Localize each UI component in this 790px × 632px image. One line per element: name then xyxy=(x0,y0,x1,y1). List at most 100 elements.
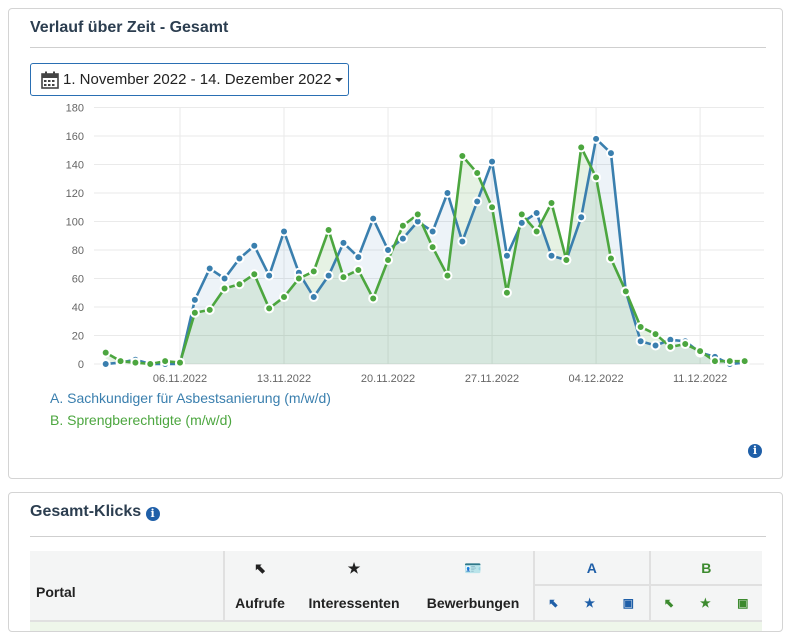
panel-title: Verlauf über Zeit - Gesamt xyxy=(30,19,229,36)
data-point xyxy=(516,217,527,228)
data-point xyxy=(249,269,260,280)
data-point xyxy=(665,341,676,352)
data-point xyxy=(501,287,512,298)
panel-title: Gesamt-Klicks i xyxy=(30,503,160,521)
data-point xyxy=(368,213,379,224)
data-point xyxy=(189,294,200,305)
data-point xyxy=(561,254,572,265)
y-tick-label: 80 xyxy=(72,245,84,257)
y-tick-label: 0 xyxy=(78,359,84,371)
y-tick-label: 40 xyxy=(72,302,84,314)
x-tick-label: 04.12.2022 xyxy=(569,373,624,385)
data-point xyxy=(219,273,230,284)
data-point xyxy=(368,293,379,304)
star-icon: ★ xyxy=(347,559,361,576)
date-range-label: 1. November 2022 - 14. Dezember 2022 xyxy=(63,71,332,88)
data-point xyxy=(279,226,290,237)
data-point xyxy=(219,283,230,294)
data-point xyxy=(576,212,587,223)
data-point xyxy=(279,292,290,303)
data-point xyxy=(591,172,602,183)
legend-item-a[interactable]: A. Sachkundiger für Asbestsanierung (m/w… xyxy=(50,390,331,406)
data-point xyxy=(427,226,438,237)
info-circle-icon[interactable]: i xyxy=(145,507,160,521)
data-point xyxy=(472,168,483,179)
data-point xyxy=(175,357,185,368)
data-point xyxy=(293,273,304,284)
group-header-a: A xyxy=(533,551,650,586)
b-star-icon[interactable]: ★ xyxy=(687,585,724,622)
a-id-card-icon[interactable]: ▣ xyxy=(607,585,650,622)
data-point xyxy=(383,254,394,265)
b-id-card-icon[interactable]: ▣ xyxy=(723,585,762,622)
data-point xyxy=(145,359,156,369)
data-point xyxy=(457,236,468,247)
a-cursor-icon[interactable]: ⬉ xyxy=(532,585,572,622)
data-point xyxy=(100,359,111,369)
data-point xyxy=(442,188,453,198)
data-point xyxy=(100,347,111,358)
y-tick-label: 120 xyxy=(66,188,84,200)
data-point xyxy=(724,356,735,367)
data-point xyxy=(397,233,408,244)
date-range-picker[interactable]: 1. November 2022 - 14. Dezember 2022 xyxy=(30,63,349,96)
data-point xyxy=(487,202,498,213)
data-point xyxy=(739,356,750,367)
column-header-interessenten[interactable]: Interessenten xyxy=(295,585,413,622)
data-point xyxy=(130,357,141,368)
data-point xyxy=(323,225,334,236)
column-header-aufrufe[interactable]: Aufrufe xyxy=(223,585,295,622)
table-row xyxy=(30,621,762,631)
b-cursor-icon[interactable]: ⬉ xyxy=(648,585,688,622)
data-point xyxy=(264,303,275,314)
data-point xyxy=(204,263,215,274)
y-tick-label: 180 xyxy=(66,103,84,115)
data-point xyxy=(531,226,542,237)
data-point xyxy=(353,252,364,263)
id-card-icon: 🪪 xyxy=(464,559,482,576)
data-point xyxy=(234,279,245,290)
data-point xyxy=(605,253,616,264)
data-point xyxy=(487,156,498,167)
data-point xyxy=(620,286,631,297)
column-header-portal[interactable]: Portal xyxy=(30,551,224,622)
data-point xyxy=(472,196,483,207)
data-point xyxy=(383,245,394,255)
data-point xyxy=(234,253,245,264)
y-tick-label: 60 xyxy=(72,274,84,286)
data-point xyxy=(427,242,438,253)
data-point xyxy=(115,356,126,367)
data-point xyxy=(204,304,215,315)
x-tick-label: 06.11.2022 xyxy=(153,373,207,385)
y-tick-label: 160 xyxy=(66,131,84,143)
data-point xyxy=(635,336,646,347)
caret-down-icon xyxy=(335,77,344,82)
x-tick-label: 13.11.2022 xyxy=(257,373,311,385)
panel-title-text: Gesamt-Klicks xyxy=(30,503,142,520)
data-point xyxy=(249,240,260,251)
data-point xyxy=(397,220,408,231)
divider xyxy=(30,47,766,48)
data-point xyxy=(338,237,349,248)
y-tick-label: 20 xyxy=(72,331,84,343)
legend-item-b[interactable]: B. Sprengberechtigte (m/w/d) xyxy=(50,412,233,428)
data-point xyxy=(442,270,453,281)
divider xyxy=(30,536,766,537)
clicks-table: Portal ⬉ ★ 🪪 A B Aufrufe Interessenten B… xyxy=(30,551,762,631)
data-point xyxy=(353,264,364,275)
y-tick-label: 140 xyxy=(66,160,84,172)
data-point xyxy=(650,329,661,340)
info-circle-icon[interactable]: i xyxy=(748,444,762,458)
x-tick-label: 11.12.2022 xyxy=(673,373,727,385)
group-header-b: B xyxy=(648,551,762,586)
calendar-icon xyxy=(41,71,59,89)
y-tick-label: 100 xyxy=(66,217,84,229)
data-point xyxy=(531,207,542,218)
column-header-bewerbungen[interactable]: Bewerbungen xyxy=(413,585,534,622)
x-tick-label: 27.11.2022 xyxy=(465,373,519,385)
a-star-icon[interactable]: ★ xyxy=(571,585,608,622)
cursor-icon: ⬉ xyxy=(223,551,295,585)
data-point xyxy=(412,209,423,220)
data-point xyxy=(591,133,602,144)
line-chart: 0 20 40 60 80 100 120 140 160 180 06.11.2022 13.11.… xyxy=(66,103,764,385)
